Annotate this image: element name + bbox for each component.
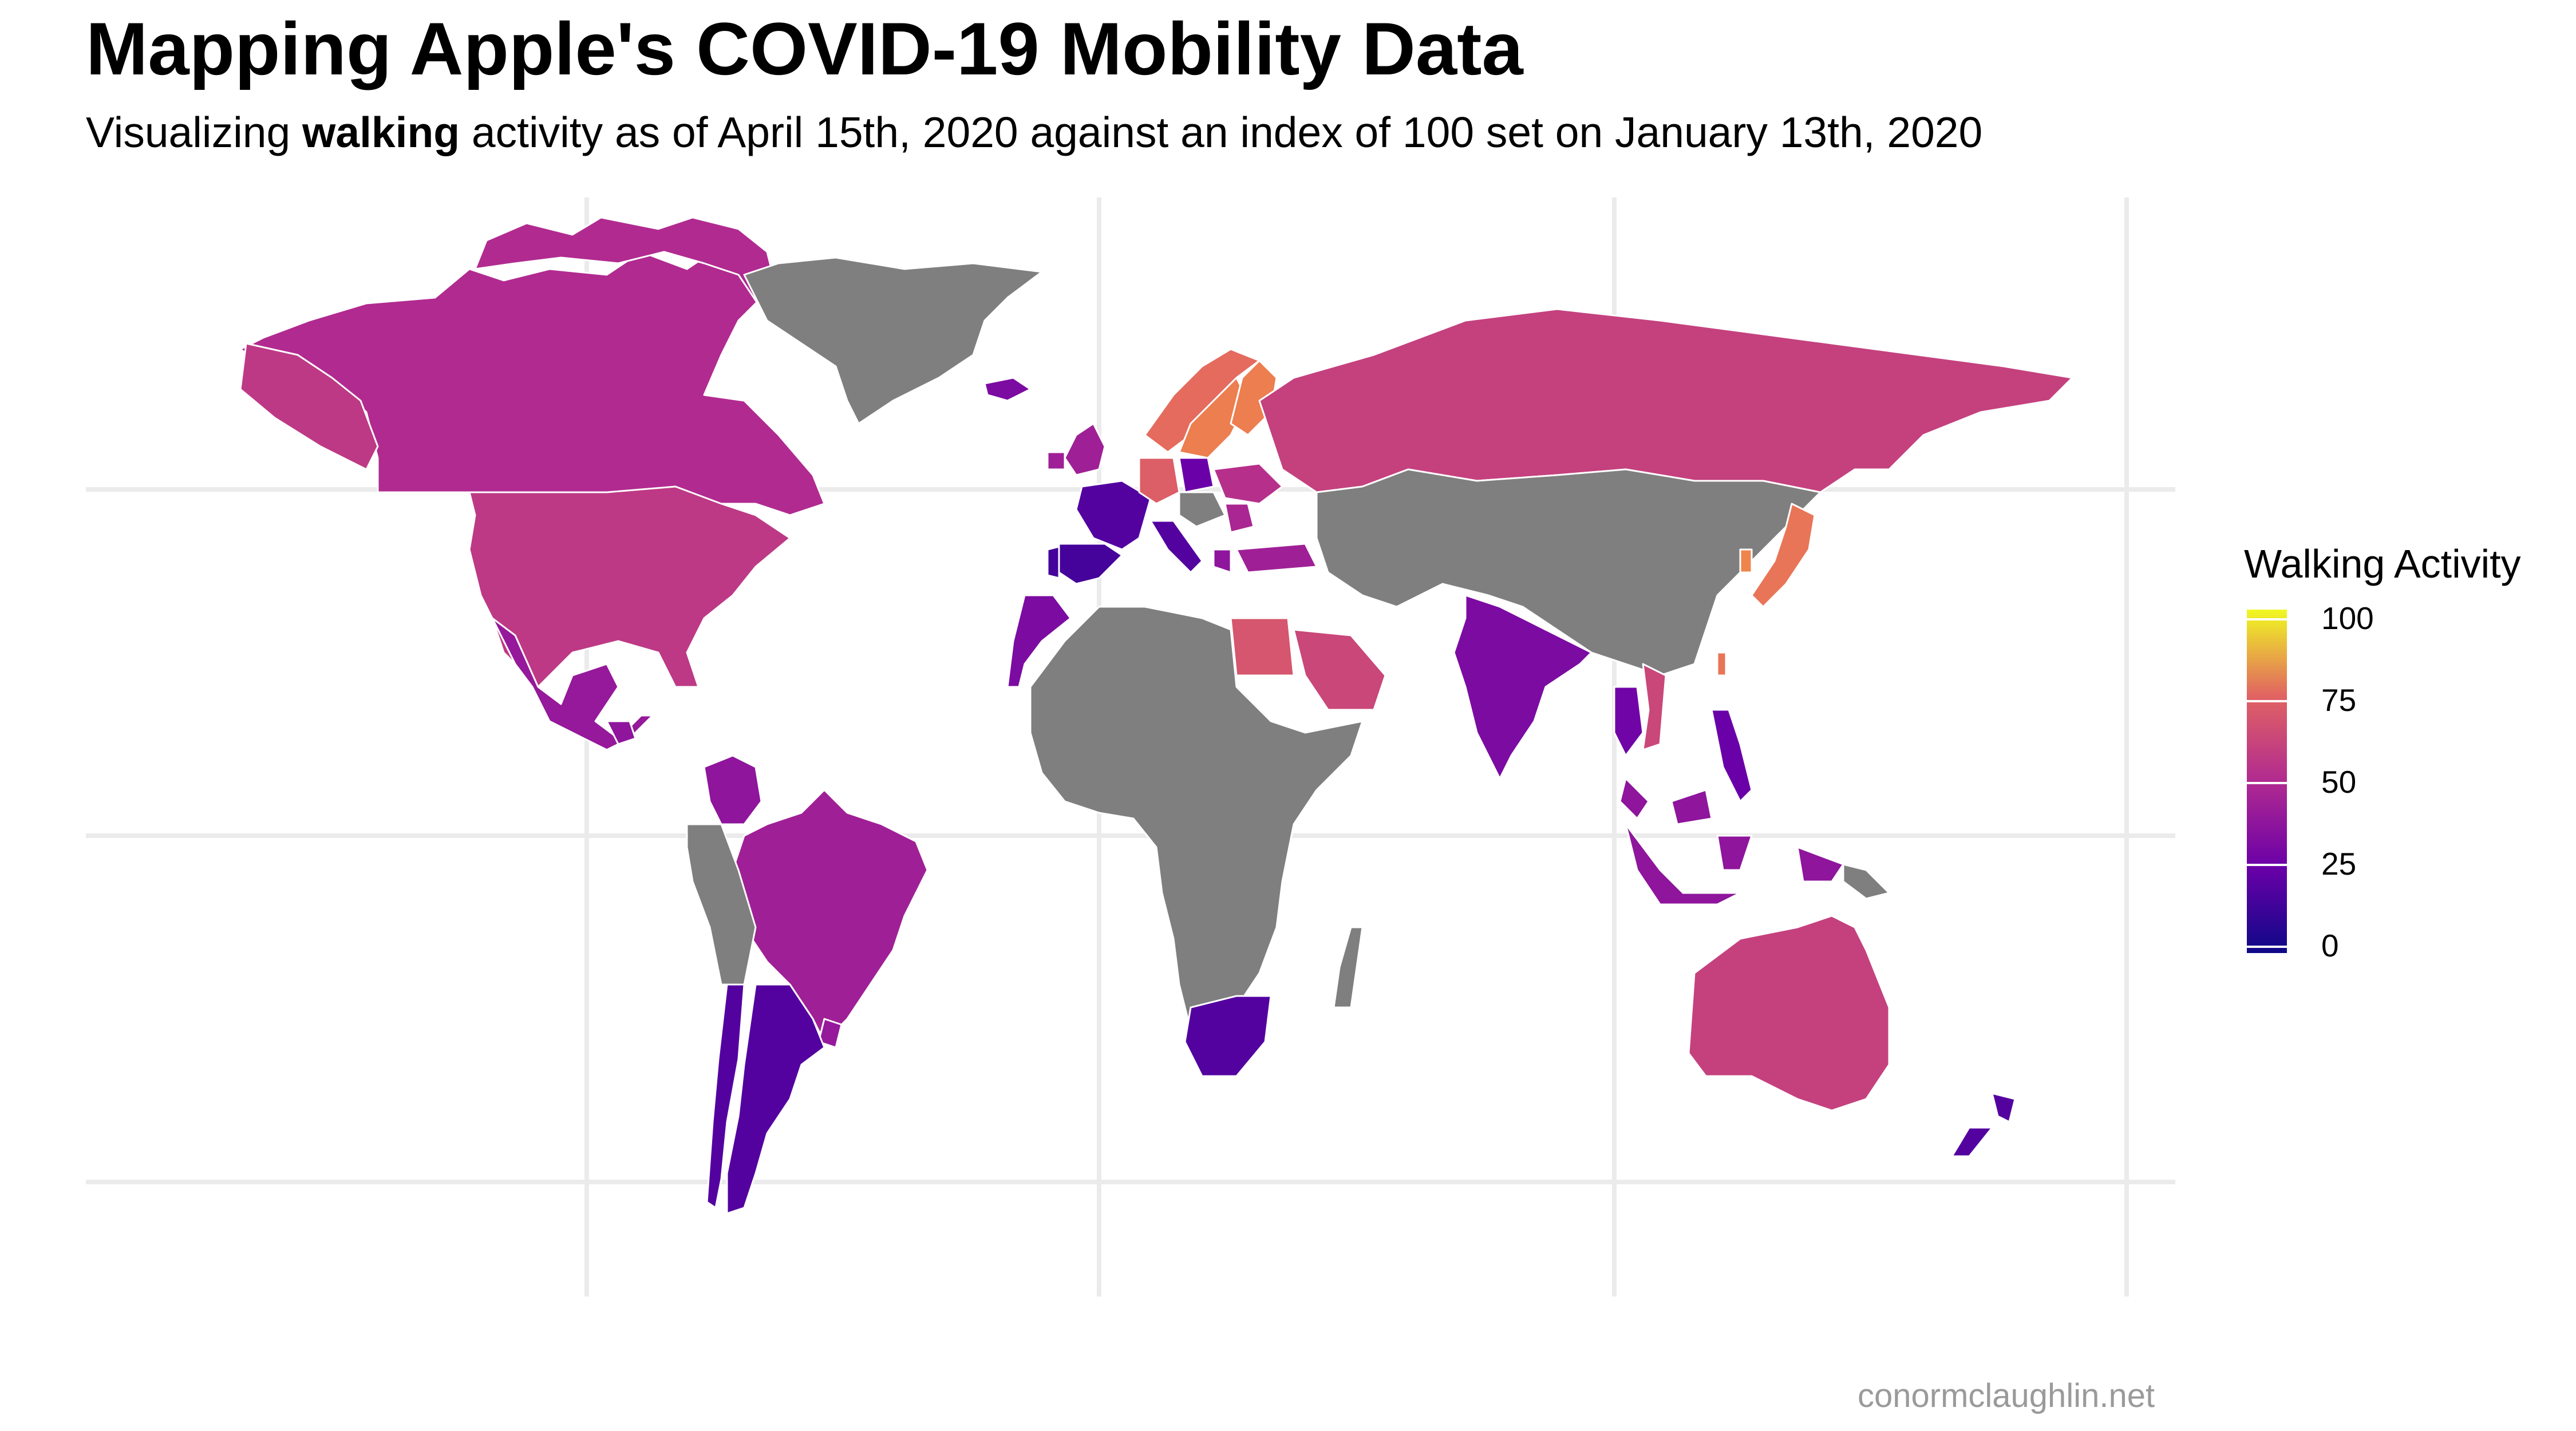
country-brazil: [720, 789, 929, 1043]
legend-tickmark: [2247, 946, 2287, 948]
country-thailand: [1613, 686, 1644, 757]
country-portugal: [1046, 545, 1060, 579]
country-canada: [239, 245, 825, 516]
country-greece: [1212, 548, 1232, 574]
country-vietnam: [1642, 663, 1667, 751]
legend-tickmark: [2247, 782, 2287, 784]
country-uruguay: [817, 1018, 843, 1049]
country-france: [1075, 480, 1152, 551]
country-africa-no-data: [1029, 606, 1364, 1031]
country-malaysia: [1619, 777, 1650, 820]
legend-tickmark: [2247, 864, 2287, 866]
country-india: [1453, 594, 1593, 780]
country-italy: [1149, 520, 1203, 574]
country-turkey: [1235, 543, 1318, 574]
country-south-korea: [1739, 548, 1753, 574]
country-indonesia: [1796, 846, 1844, 883]
legend-tick-0: 0: [2321, 928, 2339, 963]
country-colombia: [703, 754, 762, 825]
country-morocco: [1006, 594, 1072, 688]
country-south-africa: [1184, 995, 1272, 1077]
legend-tickmark: [2247, 700, 2287, 702]
country-ukraine: [1212, 462, 1283, 505]
country-malaysia: [1670, 789, 1713, 825]
country-poland: [1178, 457, 1215, 493]
country-argentina: [726, 983, 825, 1215]
country-papua-no-data: [1842, 863, 1890, 900]
country-japan: [1751, 503, 1816, 608]
subtitle-suffix: activity as of April 15th, 2020 against …: [460, 108, 1983, 156]
country-indonesia: [1716, 835, 1753, 871]
country-new-zealand: [1951, 1126, 1993, 1157]
legend-colorbar: [2247, 610, 2287, 953]
legend-tick-50: 50: [2321, 764, 2357, 800]
chart-title: Mapping Apple's COVID-19 Mobility Data: [86, 7, 1523, 90]
legend-tickmark: [2247, 618, 2287, 620]
country-egypt: [1230, 617, 1295, 677]
country-chile: [706, 983, 745, 1209]
country-russia: [1258, 308, 2073, 493]
country-norway: [1144, 348, 1261, 453]
country-united-states: [239, 342, 379, 471]
subtitle-bold: walking: [302, 108, 460, 156]
country-madagascar: [1333, 926, 1364, 1009]
legend-tick-100: 100: [2321, 600, 2374, 636]
chart-subtitle: Visualizing walking activity as of April…: [86, 108, 1982, 157]
subtitle-prefix: Visualizing: [86, 108, 303, 156]
country-ireland: [1046, 451, 1066, 471]
country-indonesia: [1625, 823, 1741, 906]
country-asia-no-data: [1315, 468, 1822, 677]
country-guatemala: [606, 720, 637, 745]
country-united-states: [468, 485, 791, 688]
legend-tick-75: 75: [2321, 682, 2357, 718]
country-taiwan: [1716, 651, 1727, 677]
country-central-europe: [1178, 491, 1226, 528]
country-south-america-other: [686, 823, 757, 986]
country-philippines: [1710, 709, 1753, 803]
country-germany: [1138, 457, 1180, 505]
country-australia: [1688, 915, 1890, 1112]
country-iceland: [983, 377, 1032, 402]
country-spain: [1058, 543, 1123, 585]
country-new-zealand: [1991, 1092, 2016, 1123]
legend-title: Walking Activity: [2244, 541, 2521, 586]
credit-text: conormclaughlin.net: [1858, 1377, 2155, 1414]
legend-tick-25: 25: [2321, 846, 2357, 881]
country-romania: [1224, 503, 1255, 533]
country-saudi-arabia: [1293, 628, 1386, 711]
country-greenland: [743, 256, 1043, 425]
